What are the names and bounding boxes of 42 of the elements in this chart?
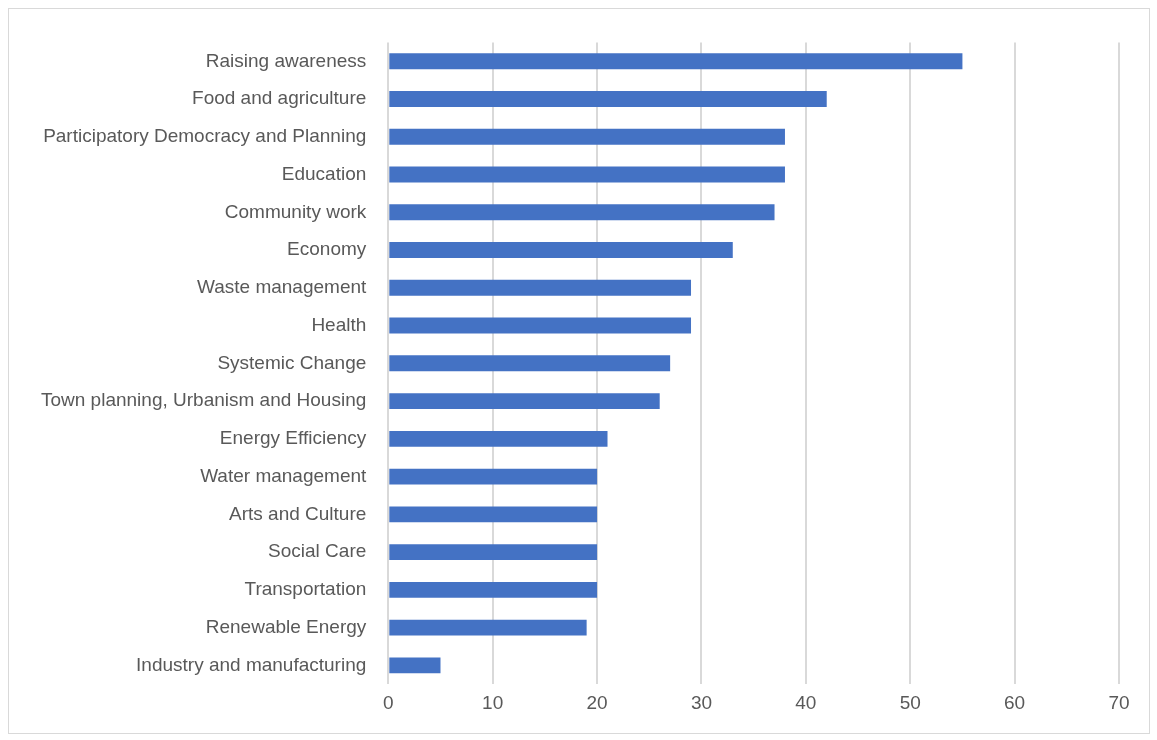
- y-tick-label: Participatory Democracy and Planning: [43, 125, 367, 147]
- bar: [389, 53, 963, 70]
- bar: [389, 581, 598, 598]
- bar: [389, 657, 441, 674]
- y-tick-label: Transportation: [244, 578, 367, 600]
- bar: [389, 91, 827, 107]
- bar: [389, 393, 660, 409]
- bar: [389, 128, 785, 145]
- y-tick-label: Waste management: [196, 276, 368, 298]
- x-tick-label: 20: [586, 691, 608, 713]
- y-tick-label: Arts and Culture: [229, 502, 367, 524]
- bar: [389, 544, 598, 560]
- y-tick-label: Economy: [287, 238, 367, 260]
- bar: [389, 242, 733, 258]
- y-tick-label: Food and agriculture: [192, 87, 367, 109]
- y-tick-label: Education: [281, 162, 367, 184]
- bar: [389, 279, 692, 296]
- bar: [389, 430, 608, 447]
- y-tick-label: Renewable Energy: [205, 615, 367, 637]
- y-tick-label: Industry and manufacturing: [136, 653, 367, 675]
- x-tick-label: 40: [795, 691, 817, 713]
- bar: [389, 204, 775, 221]
- bar: [389, 619, 587, 636]
- x-tick-label: 10: [482, 691, 504, 713]
- x-tick-label: 0: [383, 691, 394, 713]
- bar: [389, 355, 671, 372]
- x-tick-label: 30: [690, 691, 713, 713]
- y-tick-label: Raising awareness: [205, 49, 367, 71]
- y-tick-label: Community work: [224, 200, 367, 222]
- bar: [389, 468, 598, 485]
- x-tick-label: 70: [1108, 691, 1130, 713]
- x-tick-label: 50: [899, 691, 921, 713]
- y-tick-label: Water management: [200, 464, 368, 486]
- y-tick-label: Town planning, Urbanism and Housing: [40, 389, 367, 411]
- y-tick-label: Social Care: [268, 540, 367, 562]
- x-tick-label: 60: [1004, 691, 1026, 713]
- y-tick-label: Systemic Change: [217, 351, 367, 373]
- y-tick-label: Health: [311, 313, 367, 335]
- bar: [389, 166, 785, 183]
- bar: [389, 506, 598, 523]
- y-tick-label: Energy Efficiency: [219, 427, 367, 449]
- bar: [389, 317, 692, 334]
